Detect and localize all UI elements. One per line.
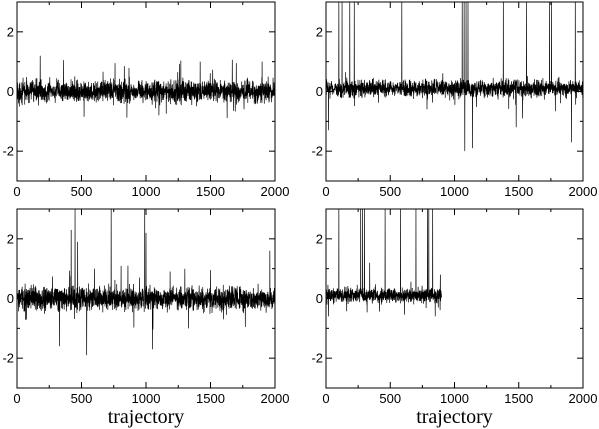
x-tick-label: 1500 <box>504 391 533 406</box>
y-tick-label: -2 <box>311 144 323 159</box>
series-line <box>326 2 583 152</box>
y-tick-label: 2 <box>316 24 323 39</box>
x-tick-label: 0 <box>13 391 20 406</box>
panel-top-left: 0 500 1000 1500 2000 -2 0 2 <box>2 1 290 199</box>
series-line <box>326 209 442 317</box>
x-tick-label: 0 <box>322 391 329 406</box>
y-tick-label: -2 <box>311 351 323 366</box>
series-line <box>17 55 275 118</box>
x-tick-label: 2000 <box>569 391 598 406</box>
x-tick-label: 500 <box>71 184 93 199</box>
x-tick-label: 0 <box>13 184 20 199</box>
y-tick-label: 0 <box>316 84 323 99</box>
x-tick-label: 2000 <box>261 391 290 406</box>
x-tick-label: 2000 <box>569 184 598 199</box>
y-tick-label: 2 <box>7 231 14 246</box>
panel-bottom-left: 0 500 1000 1500 2000 -2 0 2 trajectory <box>2 208 290 428</box>
x-tick-label: 500 <box>379 184 401 199</box>
y-tick-label: -2 <box>2 351 14 366</box>
x-axis-label: trajectory <box>108 406 185 428</box>
x-tick-label: 1000 <box>440 391 469 406</box>
x-tick-label: 500 <box>379 391 401 406</box>
y-tick-label: 0 <box>7 291 14 306</box>
y-tick-label: 2 <box>7 24 14 39</box>
x-tick-label: 1000 <box>132 184 161 199</box>
x-tick-label: 1000 <box>132 391 161 406</box>
y-tick-label: 0 <box>7 84 14 99</box>
x-tick-label: 1500 <box>196 184 225 199</box>
x-tick-label: 500 <box>71 391 93 406</box>
y-tick-label: 2 <box>316 231 323 246</box>
x-tick-label: 1000 <box>440 184 469 199</box>
x-tick-label: 1500 <box>504 184 533 199</box>
x-tick-label: 1500 <box>196 391 225 406</box>
y-tick-label: 0 <box>316 291 323 306</box>
y-tick-label: -2 <box>2 144 14 159</box>
x-tick-label: 2000 <box>261 184 290 199</box>
x-tick-label: 0 <box>322 184 329 199</box>
panel-bottom-right: 0 500 1000 1500 2000 -2 0 2 trajectory <box>311 208 598 428</box>
x-axis-label: trajectory <box>416 406 493 428</box>
panel-top-right: 0 500 1000 1500 2000 -2 0 2 <box>311 1 598 199</box>
series-line <box>17 209 275 356</box>
